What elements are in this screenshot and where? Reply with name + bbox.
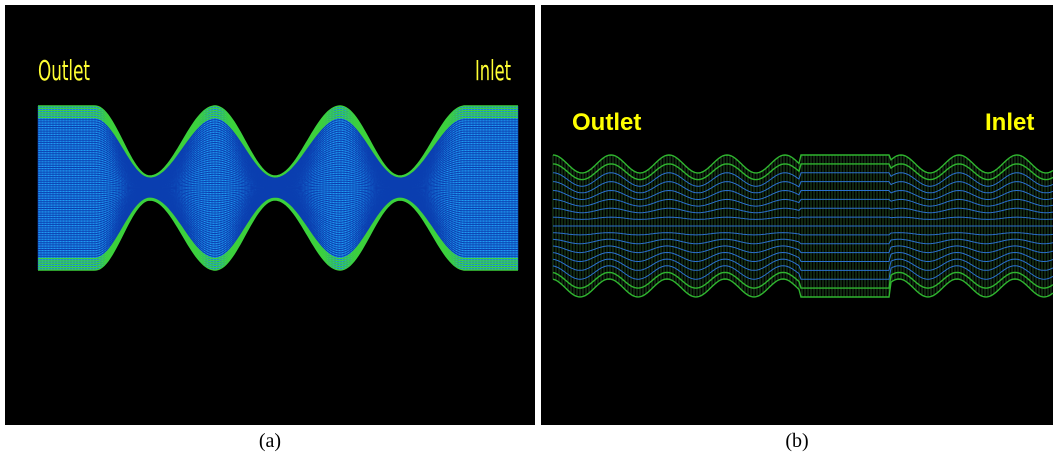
caption: (b) xyxy=(785,430,808,452)
outlet-label: Outlet xyxy=(38,54,90,87)
inlet-label: Inlet xyxy=(475,54,511,87)
inlet-label: Inlet xyxy=(985,109,1034,136)
outlet-label: Outlet xyxy=(572,109,641,136)
panel-b-mesh xyxy=(553,155,1053,297)
caption: (a) xyxy=(259,430,281,452)
figure: Outlet Inlet Outlet Inlet (a) (b) xyxy=(0,0,1058,458)
